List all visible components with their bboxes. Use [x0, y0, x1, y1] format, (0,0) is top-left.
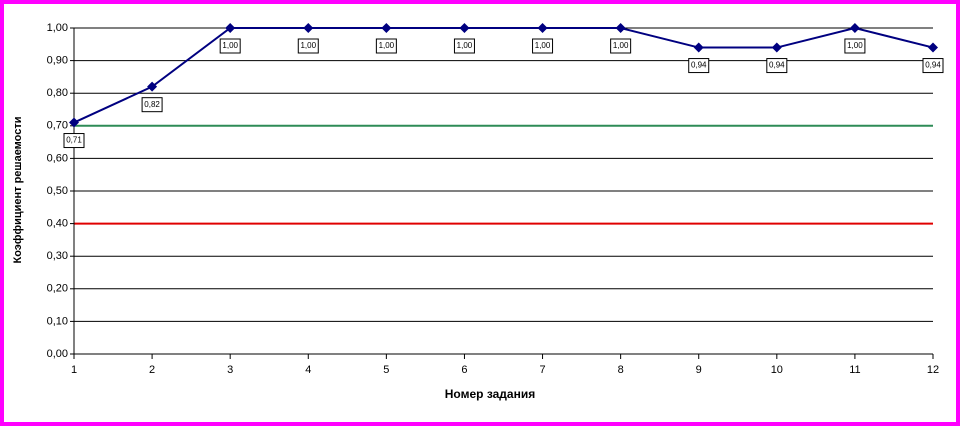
value-label: 0,82: [144, 100, 160, 109]
x-tick-label: 6: [461, 364, 467, 376]
data-point: [459, 23, 470, 33]
value-label: 0,94: [925, 61, 941, 70]
value-label: 1,00: [457, 41, 473, 50]
y-tick-label: 0,60: [47, 152, 68, 164]
value-label: 1,00: [222, 41, 238, 50]
y-tick-label: 0,50: [47, 185, 68, 197]
value-label-box: [297, 38, 319, 54]
data-point: [928, 42, 938, 53]
x-tick-label: 3: [227, 364, 233, 376]
data-point: [147, 81, 158, 92]
x-tick-label: 9: [696, 364, 702, 376]
y-tick-label: 0,90: [47, 55, 68, 67]
value-label-box: [375, 38, 397, 54]
data-point: [849, 23, 860, 33]
value-label-box: [844, 38, 866, 54]
value-label: 0,94: [691, 61, 707, 70]
data-point: [69, 117, 79, 128]
value-label-box: [63, 133, 85, 149]
x-tick-label: 2: [149, 364, 155, 376]
value-label: 0,71: [66, 136, 82, 145]
y-tick-label: 0,10: [47, 315, 68, 327]
data-point: [225, 23, 236, 33]
data-point: [615, 23, 626, 33]
data-point: [771, 42, 782, 53]
value-label-box: [766, 58, 788, 74]
value-label-box: [532, 38, 554, 54]
value-label: 1,00: [300, 41, 316, 50]
x-axis-label: Номер задания: [445, 387, 535, 401]
y-tick-label: 0,70: [47, 120, 68, 132]
y-tick-label: 0,20: [47, 283, 68, 295]
value-label: 0,94: [769, 61, 785, 70]
data-point: [537, 23, 548, 33]
y-tick-label: 0,00: [47, 348, 68, 360]
series-line: [73, 26, 934, 124]
x-tick-label: 5: [383, 364, 389, 376]
value-label-box: [141, 97, 163, 113]
y-tick-label: 0,30: [47, 250, 68, 262]
x-tick-label: 1: [71, 364, 77, 376]
value-label: 1,00: [847, 41, 863, 50]
data-point: [693, 42, 704, 53]
y-tick-label: 0,80: [47, 87, 68, 99]
x-tick-label: 7: [539, 364, 545, 376]
y-tick-label: 0,40: [47, 218, 68, 230]
x-tick-label: 8: [618, 364, 624, 376]
x-tick-label: 4: [305, 364, 311, 376]
value-label: 1,00: [379, 41, 395, 50]
x-tick-label: 12: [927, 364, 939, 376]
value-label-box: [219, 38, 241, 54]
x-tick-label: 11: [849, 364, 860, 376]
value-label-box: [688, 58, 710, 74]
x-tick-label: 10: [771, 364, 783, 376]
data-point: [381, 23, 392, 33]
value-label-box: [610, 38, 632, 54]
y-tick-label: 1,00: [47, 22, 68, 34]
value-label-box: [453, 38, 475, 54]
value-label-box: [922, 58, 944, 74]
y-axis-label: Коэффициент решаемости: [12, 116, 24, 263]
data-point: [303, 23, 314, 33]
value-label: 1,00: [613, 41, 629, 50]
value-label: 1,00: [535, 41, 551, 50]
